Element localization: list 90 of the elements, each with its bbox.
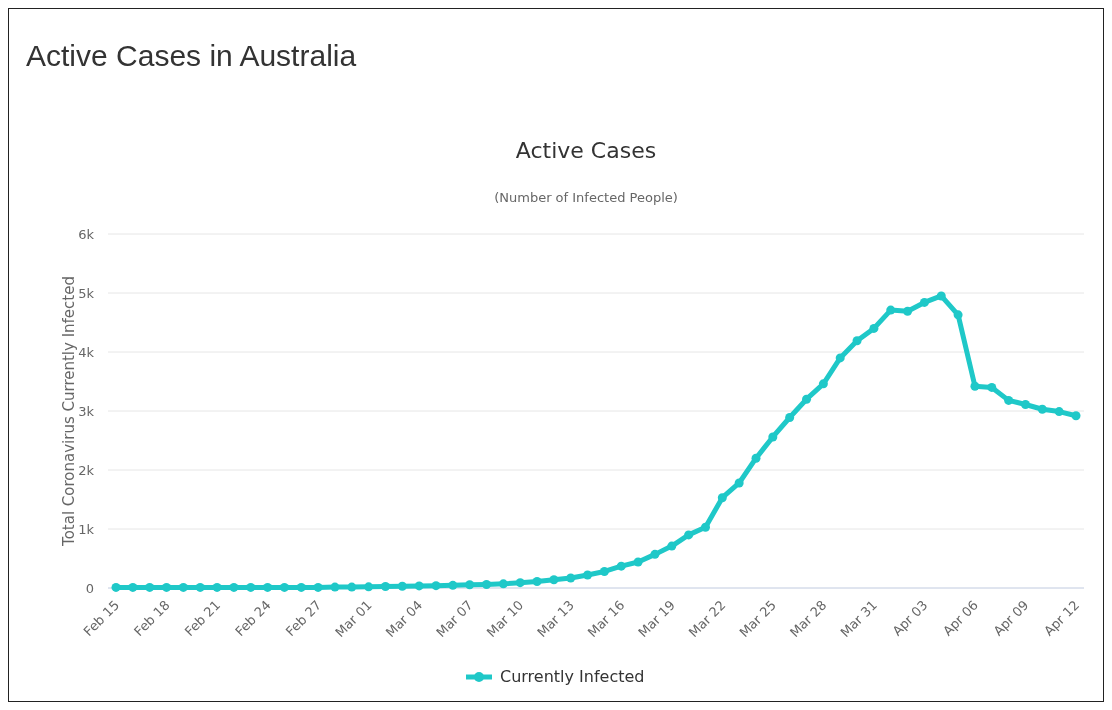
- point: [599, 566, 609, 576]
- chart-title: Active Cases in Australia: [26, 39, 357, 72]
- x-tick-label: Mar 01: [332, 597, 375, 641]
- point: [212, 582, 222, 592]
- point: [532, 577, 542, 587]
- point: [431, 581, 441, 591]
- point: [145, 582, 155, 592]
- legend-label: Currently Infected: [500, 667, 645, 686]
- y-tick-label: 5k: [78, 286, 95, 301]
- point: [700, 522, 710, 532]
- point: [936, 291, 946, 301]
- y-tick-label: 0: [85, 581, 94, 596]
- x-tick-label: Apr 06: [939, 597, 982, 639]
- point: [717, 493, 727, 503]
- x-tick-label: Mar 16: [584, 597, 628, 641]
- point: [953, 310, 963, 320]
- point: [903, 306, 913, 316]
- point: [229, 582, 239, 592]
- x-tick-label: Mar 10: [483, 597, 527, 641]
- point: [313, 582, 323, 592]
- point: [970, 381, 980, 391]
- point: [852, 336, 862, 346]
- point: [802, 394, 812, 404]
- x-tick-label: Mar 28: [786, 597, 830, 641]
- point: [515, 578, 525, 588]
- x-tick-label: Mar 22: [685, 597, 729, 641]
- x-tick-label: Apr 03: [889, 597, 931, 639]
- x-tick-label: Mar 04: [382, 597, 426, 641]
- x-tick-label: Feb 18: [131, 597, 173, 640]
- point: [919, 297, 929, 307]
- point: [549, 575, 559, 585]
- x-tick-label: Feb 21: [181, 597, 224, 640]
- point: [987, 382, 997, 392]
- point: [734, 478, 744, 488]
- x-tick-label: Mar 31: [837, 597, 881, 641]
- x-tick-label: Feb 15: [80, 597, 123, 640]
- point: [818, 379, 828, 389]
- point: [397, 581, 407, 591]
- point: [482, 579, 492, 589]
- chart-subtitle: Active Cases: [515, 138, 657, 163]
- x-tick-label: Feb 24: [232, 597, 274, 640]
- point: [1054, 407, 1064, 417]
- x-tick-label: Mar 25: [736, 597, 779, 641]
- point: [195, 582, 205, 592]
- point: [835, 353, 845, 363]
- point: [263, 582, 273, 592]
- y-axis-title: Total Coronavirus Currently Infected: [60, 276, 78, 547]
- y-tick-label: 2k: [78, 463, 95, 478]
- point: [785, 412, 795, 422]
- point: [380, 582, 390, 592]
- point: [465, 580, 475, 590]
- x-tick-label: Mar 13: [534, 597, 577, 641]
- y-tick-label: 1k: [78, 522, 95, 537]
- point: [162, 582, 172, 592]
- point: [498, 579, 508, 589]
- text: (Number of Infected People): [494, 190, 678, 205]
- point: [178, 582, 188, 592]
- y-tick-label: 6k: [78, 227, 95, 242]
- point: [111, 582, 121, 592]
- point: [1004, 395, 1014, 405]
- point: [448, 580, 458, 590]
- x-tick-label: Apr 09: [990, 597, 1032, 639]
- point: [330, 582, 340, 592]
- point: [347, 582, 357, 592]
- y-tick-label: 3k: [78, 404, 95, 419]
- point: [869, 323, 879, 333]
- x-tick-label: Apr 12: [1040, 597, 1083, 639]
- point: [650, 549, 660, 559]
- point: [583, 570, 593, 580]
- point: [616, 561, 626, 571]
- point: [633, 557, 643, 567]
- point: [128, 582, 138, 592]
- point: [246, 582, 256, 592]
- point: [296, 582, 306, 592]
- point: [667, 541, 677, 551]
- point: [1037, 404, 1047, 414]
- point: [279, 582, 289, 592]
- y-tick-label: 4k: [78, 345, 95, 360]
- point: [886, 305, 896, 315]
- x-tick-label: Mar 07: [433, 597, 476, 641]
- x-tick-label: Feb 27: [282, 597, 325, 640]
- point: [684, 530, 694, 540]
- point: [1020, 400, 1030, 410]
- point: [768, 432, 778, 442]
- point: [751, 453, 761, 463]
- point: [414, 581, 424, 591]
- point: [566, 573, 576, 583]
- point: [1071, 411, 1081, 421]
- x-tick-label: Mar 19: [635, 597, 678, 641]
- point: [364, 582, 374, 592]
